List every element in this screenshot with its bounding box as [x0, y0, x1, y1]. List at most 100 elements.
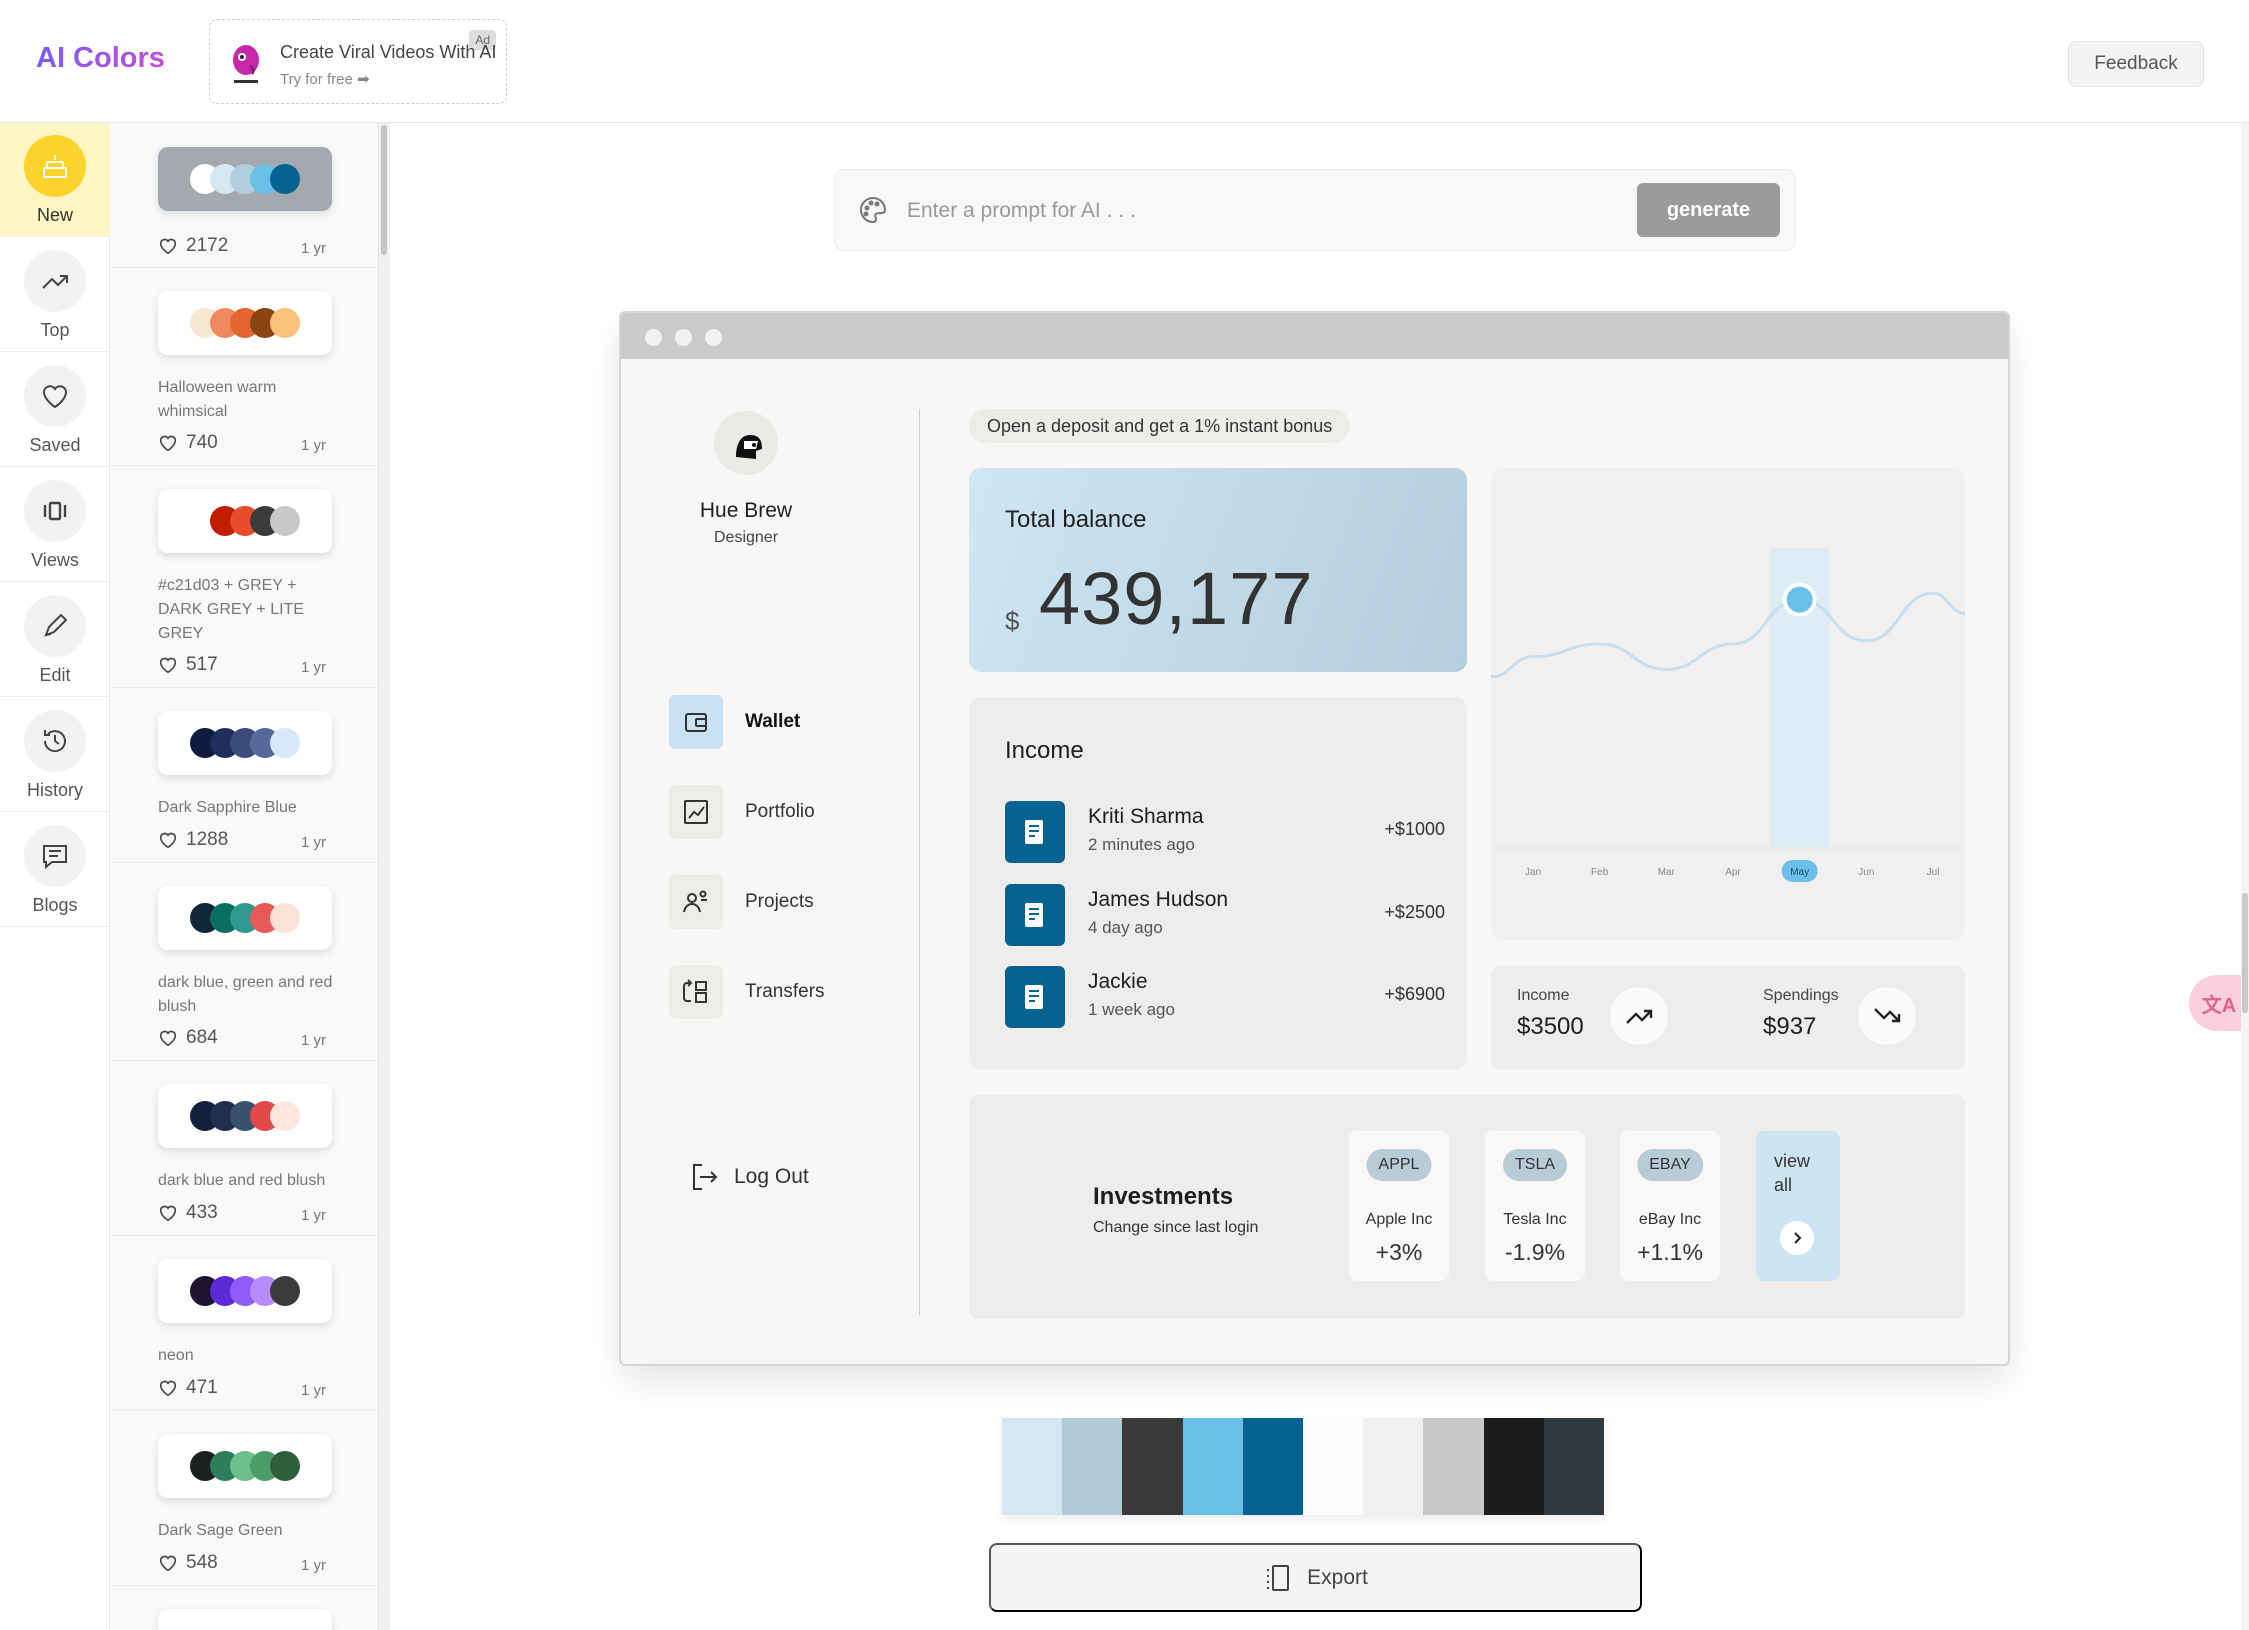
export-palette-strip[interactable]	[1002, 1418, 1605, 1515]
palette-name: Dark Sage Green	[158, 1522, 283, 1539]
stock-change: -1.9%	[1504, 1239, 1566, 1265]
stock-card[interactable]: TSLA Tesla Inc -1.9%	[1485, 1131, 1585, 1281]
export-color-swatch[interactable]	[1303, 1418, 1364, 1515]
view-all-button[interactable]: view all	[1756, 1131, 1840, 1281]
palette-swatch[interactable]	[158, 1609, 332, 1630]
like-button[interactable]: 740	[158, 432, 218, 454]
palette-name: dark blue and red blush	[158, 1172, 326, 1189]
ad-banner[interactable]: Ad Create Viral Videos With AI Try for f…	[209, 19, 507, 104]
palette-card[interactable]: Halloween warm whimsical 740 1 yr	[111, 269, 381, 466]
nav-item-views[interactable]: Views	[0, 468, 110, 582]
palette-swatch[interactable]	[158, 489, 332, 553]
palette-swatch[interactable]	[158, 1434, 332, 1498]
export-color-swatch[interactable]	[1182, 1418, 1243, 1515]
like-button[interactable]: 548	[158, 1552, 218, 1574]
menu-item-projects[interactable]: Projects	[669, 874, 814, 930]
palette-card[interactable]: Dark Sage Green 548 1 yr	[111, 1412, 381, 1586]
transaction-avatar-icon	[1005, 966, 1065, 1028]
like-count: 471	[186, 1377, 218, 1398]
feedback-button[interactable]: Feedback	[2068, 41, 2204, 87]
nav-item-blogs[interactable]: Blogs	[0, 813, 110, 927]
palette-name: Halloween warm whimsical	[158, 379, 277, 420]
trending-up-icon[interactable]	[1610, 987, 1668, 1045]
prompt-input[interactable]	[907, 190, 1607, 232]
export-button[interactable]: Export	[989, 1543, 1642, 1612]
preview-window: Hue Brew Designer Wallet Portfolio Proje…	[619, 311, 2010, 1366]
export-color-swatch[interactable]	[1543, 1418, 1605, 1515]
x-tick-label: Feb	[1591, 867, 1609, 878]
nav-item-edit[interactable]: Edit	[0, 583, 110, 697]
palette-card[interactable]: dark blue and red blush 433 1 yr	[111, 1062, 381, 1236]
logout-label: Log Out	[734, 1165, 809, 1188]
stock-change: +1.1%	[1637, 1239, 1703, 1265]
trending-down-icon[interactable]	[1858, 987, 1916, 1045]
translate-button[interactable]: 文A	[2189, 975, 2249, 1031]
page-scrollbar[interactable]	[2241, 123, 2249, 1630]
menu-label: Projects	[745, 891, 814, 912]
income-row[interactable]: Jackie 1 week ago +$6900	[1005, 966, 1445, 1030]
chevron-right-icon[interactable]	[1780, 1221, 1814, 1255]
app-logo[interactable]: AI Colors	[36, 42, 165, 74]
stock-card[interactable]: EBAY eBay Inc +1.1%	[1620, 1131, 1720, 1281]
generate-button[interactable]: generate	[1637, 183, 1780, 237]
export-color-swatch[interactable]	[1122, 1418, 1183, 1515]
heart-icon	[159, 657, 177, 674]
palette-card[interactable]: Dark Sapphire Blue 1288 1 yr	[111, 689, 381, 863]
nav-item-history[interactable]: History	[0, 698, 110, 812]
export-color-swatch[interactable]	[1423, 1418, 1484, 1515]
balance-title: Total balance	[1005, 506, 1147, 533]
palette-card[interactable]: dark blue, green and red blush 684 1 yr	[111, 864, 381, 1061]
like-button[interactable]: 471	[158, 1377, 218, 1399]
income-name: Kriti Sharma	[1088, 805, 1204, 828]
export-color-swatch[interactable]	[1062, 1418, 1123, 1515]
export-color-swatch[interactable]	[1363, 1418, 1424, 1515]
left-nav: New Top Saved Views Edit	[0, 123, 110, 1630]
palette-card[interactable]: 2172 1 yr	[111, 123, 381, 268]
avatar	[714, 411, 778, 475]
nav-item-new[interactable]: New	[0, 123, 110, 237]
like-button[interactable]: 433	[158, 1202, 218, 1224]
palette-age: 1 yr	[301, 240, 327, 257]
page-scroll-thumb[interactable]	[2242, 893, 2248, 1013]
x-tick-label: Jan	[1525, 867, 1541, 878]
menu-item-portfolio[interactable]: Portfolio	[669, 784, 815, 840]
palette-swatch[interactable]	[158, 1259, 332, 1323]
stock-card[interactable]: APPL Apple Inc +3%	[1349, 1131, 1449, 1281]
like-count: 2172	[186, 235, 229, 256]
export-color-swatch[interactable]	[1483, 1418, 1544, 1515]
palette-swatch[interactable]	[158, 291, 332, 355]
nav-item-saved[interactable]: Saved	[0, 353, 110, 467]
export-color-swatch[interactable]	[1242, 1418, 1304, 1515]
window-dot	[645, 329, 662, 346]
scroll-thumb[interactable]	[381, 125, 387, 255]
data-point[interactable]	[1782, 582, 1817, 617]
nav-item-top[interactable]: Top	[0, 238, 110, 352]
menu-item-transfers[interactable]: Transfers	[669, 964, 825, 1020]
color-dot	[270, 308, 300, 338]
like-button[interactable]: 684	[158, 1027, 218, 1049]
palette-list-scrollbar[interactable]	[378, 123, 390, 1630]
palette-swatch[interactable]	[158, 886, 332, 950]
like-button[interactable]: 2172	[158, 235, 228, 257]
heart-icon	[159, 238, 177, 255]
palette-card[interactable]	[111, 1587, 381, 1630]
like-count: 548	[186, 1552, 218, 1573]
investments-card: Investments Change since last login APPL…	[969, 1095, 1965, 1319]
like-button[interactable]: 1288	[158, 829, 228, 851]
menu-item-wallet[interactable]: Wallet	[669, 694, 800, 750]
logout-button[interactable]: Log Out	[688, 1161, 809, 1193]
palette-swatch[interactable]	[158, 147, 332, 211]
tick-highlight	[1781, 860, 1818, 882]
like-button[interactable]: 517	[158, 654, 218, 676]
palette-card[interactable]: neon 471 1 yr	[111, 1237, 381, 1411]
export-color-swatch[interactable]	[1002, 1418, 1063, 1515]
palette-swatch[interactable]	[158, 1084, 332, 1148]
palette-swatch[interactable]	[158, 711, 332, 775]
income-row[interactable]: James Hudson 4 day ago +$2500	[1005, 884, 1445, 948]
income-row[interactable]: Kriti Sharma 2 minutes ago +$1000	[1005, 801, 1445, 865]
heart-icon	[159, 1555, 177, 1572]
like-count: 1288	[186, 829, 229, 850]
promo-banner[interactable]: Open a deposit and get a 1% instant bonu…	[969, 409, 1351, 443]
color-dot	[270, 1276, 300, 1306]
palette-card[interactable]: #c21d03 + GREY + DARK GREY + LITE GREY 5…	[111, 467, 381, 688]
